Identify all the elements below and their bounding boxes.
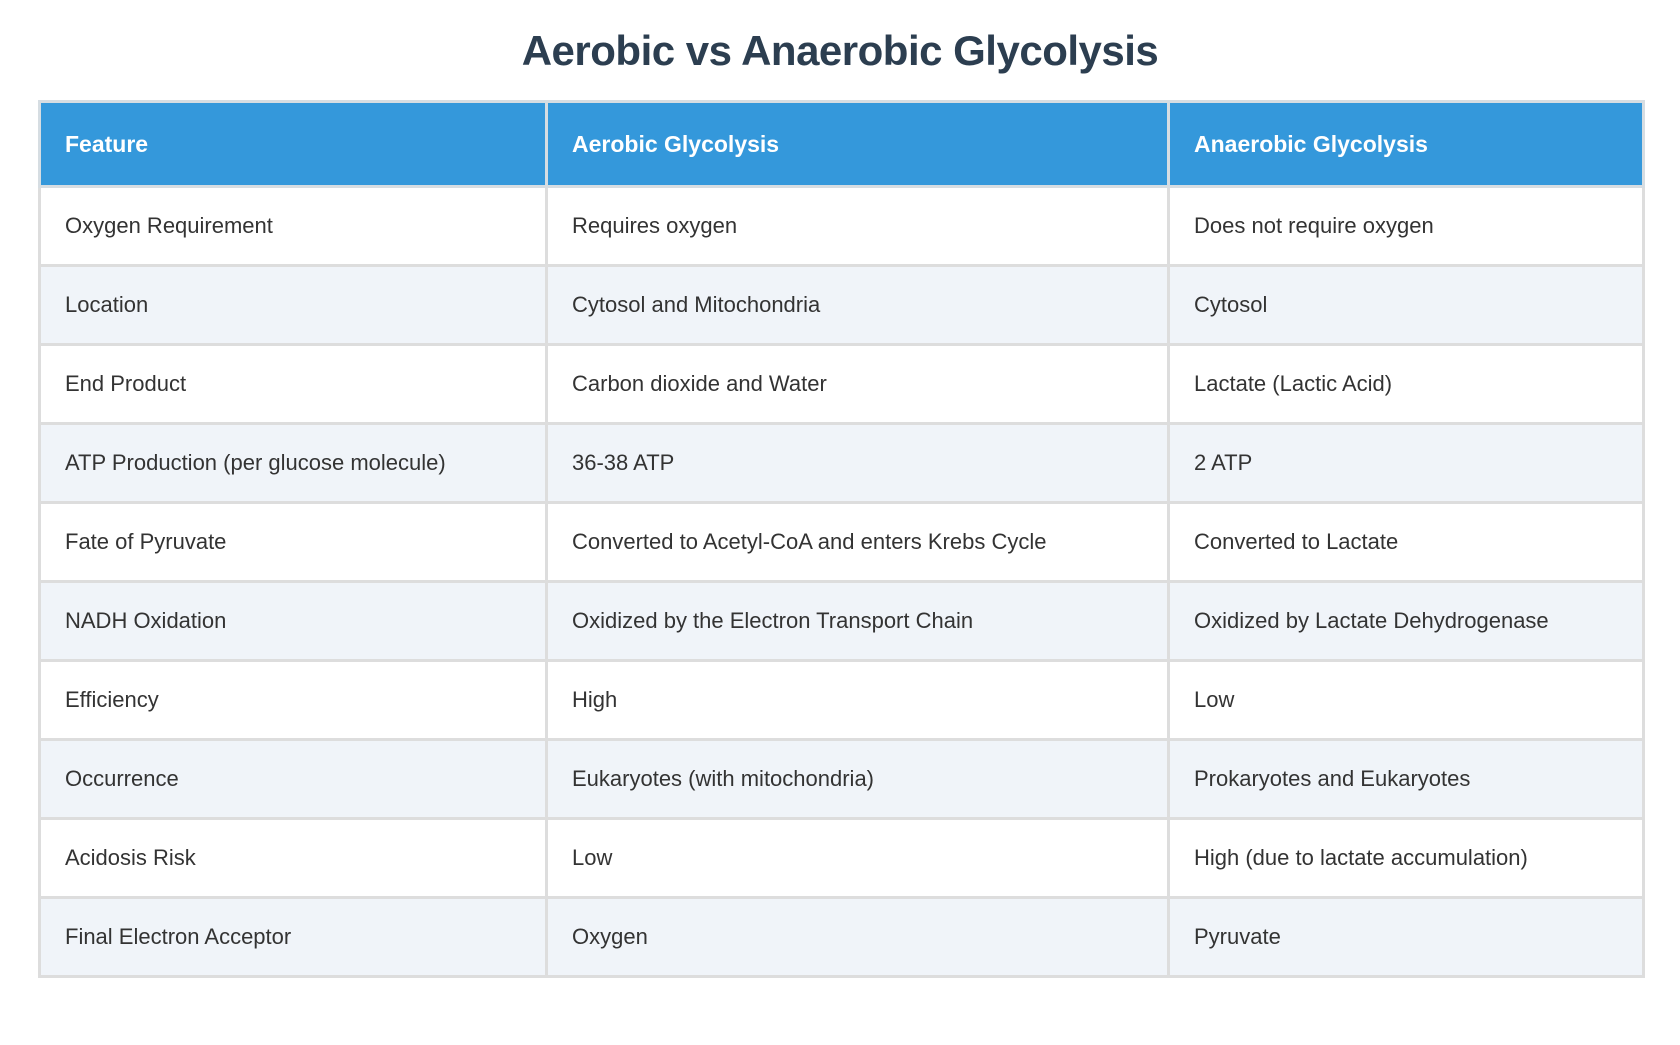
value-cell: Does not require oxygen	[1167, 185, 1645, 268]
table-body: Oxygen Requirement Requires oxygen Does no…	[38, 185, 1645, 979]
value-cell: Low	[1167, 659, 1645, 742]
feature-cell: Fate of Pyruvate	[38, 501, 548, 584]
feature-cell: Efficiency	[38, 659, 548, 742]
table-row: Fate of Pyruvate Converted to Acetyl-CoA …	[38, 501, 1645, 584]
table-row: Location Cytosol and Mitochondria Cytosol	[38, 264, 1645, 347]
feature-cell: Final Electron Acceptor	[38, 896, 548, 979]
feature-cell: Acidosis Risk	[38, 817, 548, 900]
value-cell: Requires oxygen	[545, 185, 1170, 268]
feature-cell: Oxygen Requirement	[38, 185, 548, 268]
feature-cell: ATP Production (per glucose molecule)	[38, 422, 548, 505]
table-row: End Product Carbon dioxide and Water Lacta…	[38, 343, 1645, 426]
value-cell: High (due to lactate accumulation)	[1167, 817, 1645, 900]
value-cell: High	[545, 659, 1170, 742]
feature-cell: NADH Oxidation	[38, 580, 548, 663]
comparison-table: Feature Aerobic Glycolysis Anaerobic Gly…	[38, 100, 1645, 979]
value-cell: Prokaryotes and Eukaryotes	[1167, 738, 1645, 821]
table-row: Oxygen Requirement Requires oxygen Does no…	[38, 185, 1645, 268]
feature-cell: Occurrence	[38, 738, 548, 821]
feature-cell: End Product	[38, 343, 548, 426]
table-row: Acidosis Risk Low High (due to lactate acc…	[38, 817, 1645, 900]
value-cell: Eukaryotes (with mitochondria)	[545, 738, 1170, 821]
feature-cell: Location	[38, 264, 548, 347]
table-row: Final Electron Acceptor Oxygen Pyruvate	[38, 896, 1645, 979]
header-cell-feature: Feature	[38, 100, 548, 189]
value-cell: Oxygen	[545, 896, 1170, 979]
page-title: Aerobic vs Anaerobic Glycolysis	[521, 27, 1159, 74]
value-cell: Carbon dioxide and Water	[545, 343, 1170, 426]
value-cell: Cytosol	[1167, 264, 1645, 347]
value-cell: Low	[545, 817, 1170, 900]
header-row: Feature Aerobic Glycolysis Anaerobic Gly…	[38, 100, 1645, 189]
value-cell: Oxidized by Lactate Dehydrogenase	[1167, 580, 1645, 663]
table-row: Efficiency High Low	[38, 659, 1645, 742]
value-cell: Converted to Lactate	[1167, 501, 1645, 584]
value-cell: Cytosol and Mitochondria	[545, 264, 1170, 347]
value-cell: 36-38 ATP	[545, 422, 1170, 505]
table-row: ATP Production (per glucose molecule) 36-…	[38, 422, 1645, 505]
header-cell-anaerobic: Anaerobic Glycolysis	[1167, 100, 1645, 189]
header-cell-aerobic: Aerobic Glycolysis	[545, 100, 1170, 189]
value-cell: Lactate (Lactic Acid)	[1167, 343, 1645, 426]
value-cell: Oxidized by the Electron Transport Chain	[545, 580, 1170, 663]
value-cell: Converted to Acetyl-CoA and enters Krebs…	[545, 501, 1170, 584]
table-header: Feature Aerobic Glycolysis Anaerobic Gly…	[38, 100, 1645, 189]
value-cell: 2 ATP	[1167, 422, 1645, 505]
table-row: NADH Oxidation Oxidized by the Electron T…	[38, 580, 1645, 663]
table-row: Occurrence Eukaryotes (with mitochondria)…	[38, 738, 1645, 821]
value-cell: Pyruvate	[1167, 896, 1645, 979]
